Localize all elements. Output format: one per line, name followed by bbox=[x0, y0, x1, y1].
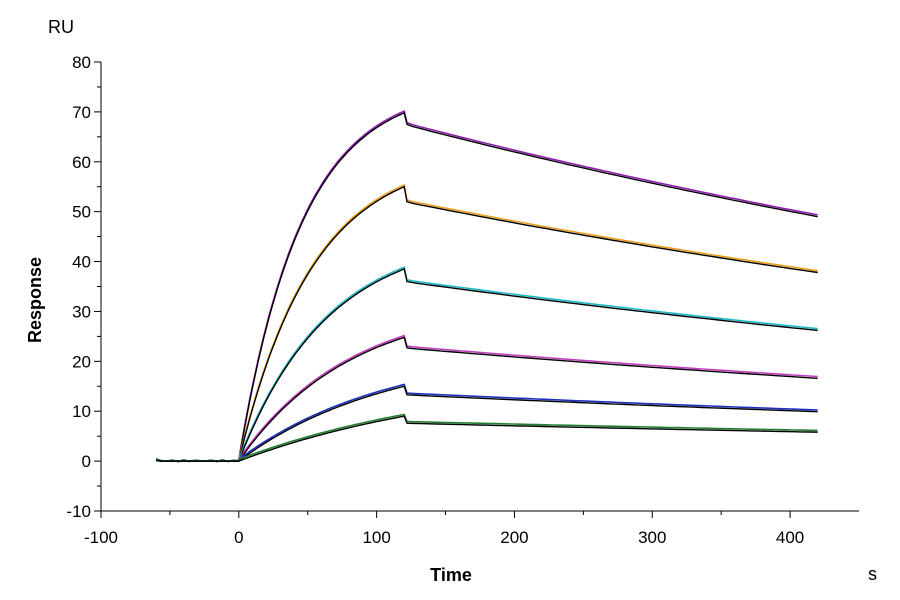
x-unit-label: s bbox=[868, 564, 877, 584]
x-tick-label: 100 bbox=[362, 528, 390, 547]
fit-curve bbox=[156, 185, 818, 462]
y-tick-label: 20 bbox=[72, 352, 91, 371]
y-tick-label: 50 bbox=[72, 203, 91, 222]
x-tick-label: 300 bbox=[638, 528, 666, 547]
x-axis-title: Time bbox=[430, 565, 472, 585]
data-curve bbox=[155, 109, 818, 463]
y-tick-label: 30 bbox=[72, 302, 91, 321]
y-axis-ticks: -10 0 10 20 30 40 50 60 70 80 bbox=[66, 53, 101, 521]
y-tick-label: 70 bbox=[72, 103, 91, 122]
fit-curve bbox=[156, 336, 818, 462]
series-curves bbox=[155, 109, 818, 463]
y-axis-title: Response bbox=[25, 257, 45, 343]
y-tick-label: 80 bbox=[72, 53, 91, 72]
data-curve bbox=[155, 383, 818, 463]
fit-curve bbox=[156, 111, 818, 462]
data-curve bbox=[155, 413, 818, 463]
y-tick-label: -10 bbox=[66, 502, 91, 521]
y-tick-label: 0 bbox=[82, 452, 91, 471]
y-tick-label: 60 bbox=[72, 153, 91, 172]
y-unit-label: RU bbox=[48, 17, 74, 37]
x-tick-label: 400 bbox=[776, 528, 804, 547]
data-curve bbox=[155, 334, 818, 463]
fit-curve bbox=[156, 385, 818, 462]
axes bbox=[100, 62, 859, 512]
x-axis-ticks: -100 0 100 200 300 400 bbox=[84, 511, 804, 547]
y-tick-label: 40 bbox=[72, 253, 91, 272]
fit-curve bbox=[156, 415, 818, 462]
x-tick-label: 0 bbox=[234, 528, 243, 547]
fit-curve bbox=[156, 268, 818, 462]
y-tick-label: 10 bbox=[72, 402, 91, 421]
x-tick-label: -100 bbox=[84, 528, 118, 547]
data-curve bbox=[155, 266, 818, 463]
x-tick-label: 200 bbox=[500, 528, 528, 547]
